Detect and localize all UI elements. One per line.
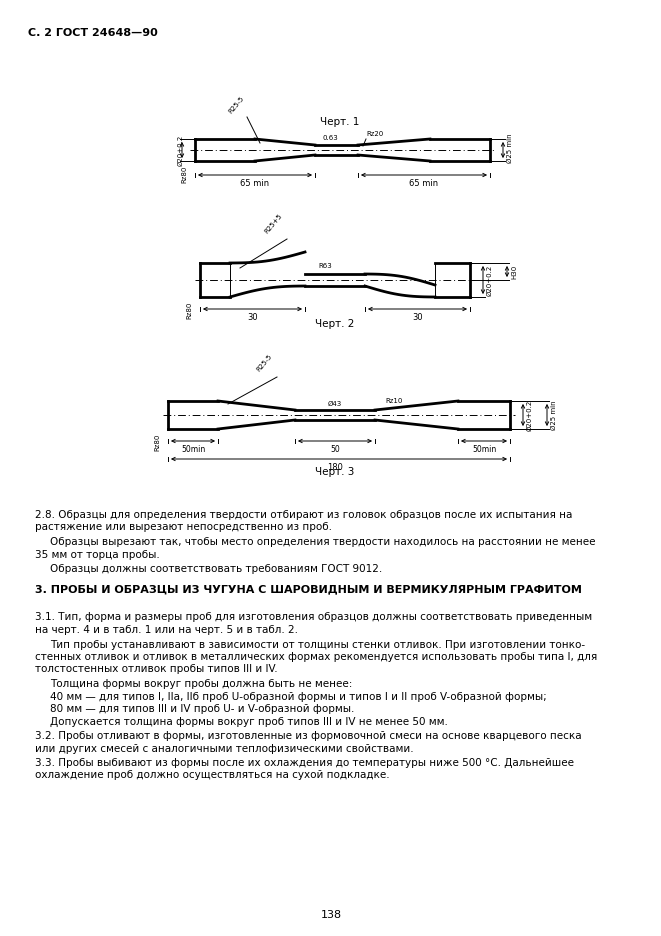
Text: 40 мм — для типов I, IIа, IIб проб U-образной формы и типов I и II проб V-образн: 40 мм — для типов I, IIа, IIб проб U-обр… xyxy=(50,692,547,701)
Text: H30: H30 xyxy=(511,264,517,279)
Text: 3.2. Пробы отливают в формы, изготовленные из формовочной смеси на основе кварце: 3.2. Пробы отливают в формы, изготовленн… xyxy=(35,731,582,741)
Text: 3.1. Тип, форма и размеры проб для изготовления образцов должны соответствовать : 3.1. Тип, форма и размеры проб для изгот… xyxy=(35,612,592,622)
Text: Тип пробы устанавливают в зависимости от толщины стенки отливок. При изготовлени: Тип пробы устанавливают в зависимости от… xyxy=(50,639,585,650)
Text: Rz80: Rz80 xyxy=(181,166,187,183)
Text: 3. ПРОБЫ И ОБРАЗЦЫ ИЗ ЧУГУНА С ШАРОВИДНЫМ И ВЕРМИКУЛЯРНЫМ ГРАФИТОМ: 3. ПРОБЫ И ОБРАЗЦЫ ИЗ ЧУГУНА С ШАРОВИДНЫ… xyxy=(35,584,582,594)
Text: Ø20+0.2: Ø20+0.2 xyxy=(527,400,533,431)
Text: 180: 180 xyxy=(327,463,343,472)
Text: 30: 30 xyxy=(412,313,423,322)
Text: Черт. 1: Черт. 1 xyxy=(321,117,360,127)
Text: 35 мм от торца пробы.: 35 мм от торца пробы. xyxy=(35,549,160,560)
Text: охлаждение проб должно осуществляться на сухой подкладке.: охлаждение проб должно осуществляться на… xyxy=(35,770,389,781)
Text: 3.3. Пробы выбивают из формы после их охлаждения до температуры ниже 500 °С. Дал: 3.3. Пробы выбивают из формы после их ох… xyxy=(35,758,574,768)
Text: 65 min: 65 min xyxy=(409,179,438,188)
Text: 50min: 50min xyxy=(472,445,496,454)
Text: Образцы должны соответствовать требованиям ГОСТ 9012.: Образцы должны соответствовать требовани… xyxy=(50,564,382,574)
Text: Допускается толщина формы вокруг проб типов III и IV не менее 50 мм.: Допускается толщина формы вокруг проб ти… xyxy=(50,716,448,726)
Text: Ø20+0.2: Ø20+0.2 xyxy=(178,135,184,166)
Text: R25+5: R25+5 xyxy=(263,213,283,235)
Text: R25-5: R25-5 xyxy=(227,95,245,115)
Text: Ø25 min: Ø25 min xyxy=(507,133,513,163)
Text: стенных отливок и отливок в металлических формах рекомендуется использовать проб: стенных отливок и отливок в металлически… xyxy=(35,652,598,662)
Text: растяжение или вырезают непосредственно из проб.: растяжение или вырезают непосредственно … xyxy=(35,522,332,533)
Text: Ø20+0.2: Ø20+0.2 xyxy=(487,264,493,296)
Text: 138: 138 xyxy=(321,910,342,920)
Text: Образцы вырезают так, чтобы место определения твердости находилось на расстоянии: Образцы вырезают так, чтобы место опреде… xyxy=(50,537,596,547)
Text: Ø25 min: Ø25 min xyxy=(551,401,557,430)
Text: Черт. 3: Черт. 3 xyxy=(315,467,355,477)
Text: 0.63: 0.63 xyxy=(322,135,338,141)
Text: Толщина формы вокруг пробы должна быть не менее:: Толщина формы вокруг пробы должна быть н… xyxy=(50,679,352,689)
Text: 50min: 50min xyxy=(181,445,205,454)
Text: R63: R63 xyxy=(318,263,332,269)
Text: Ø43: Ø43 xyxy=(328,401,342,407)
Text: Rz80: Rz80 xyxy=(154,434,160,451)
Text: на черт. 4 и в табл. 1 или на черт. 5 и в табл. 2.: на черт. 4 и в табл. 1 или на черт. 5 и … xyxy=(35,625,298,635)
Text: 50: 50 xyxy=(330,445,340,454)
Text: 65 min: 65 min xyxy=(241,179,270,188)
Text: Rz10: Rz10 xyxy=(385,398,403,404)
Text: 30: 30 xyxy=(247,313,258,322)
Text: Rz20: Rz20 xyxy=(366,131,383,137)
Text: С. 2 ГОСТ 24648—90: С. 2 ГОСТ 24648—90 xyxy=(28,28,158,38)
Text: толстостенных отливок пробы типов III и IV.: толстостенных отливок пробы типов III и … xyxy=(35,665,278,675)
Text: R25-5: R25-5 xyxy=(255,354,273,373)
Text: 2.8. Образцы для определения твердости отбирают из головок образцов после их исп: 2.8. Образцы для определения твердости о… xyxy=(35,510,572,520)
Text: 80 мм — для типов III и IV проб U- и V-образной формы.: 80 мм — для типов III и IV проб U- и V-о… xyxy=(50,704,354,714)
Text: Rz80: Rz80 xyxy=(186,302,192,319)
Text: Черт. 2: Черт. 2 xyxy=(315,319,355,329)
Text: или других смесей с аналогичными теплофизическими свойствами.: или других смесей с аналогичными теплофи… xyxy=(35,743,414,753)
